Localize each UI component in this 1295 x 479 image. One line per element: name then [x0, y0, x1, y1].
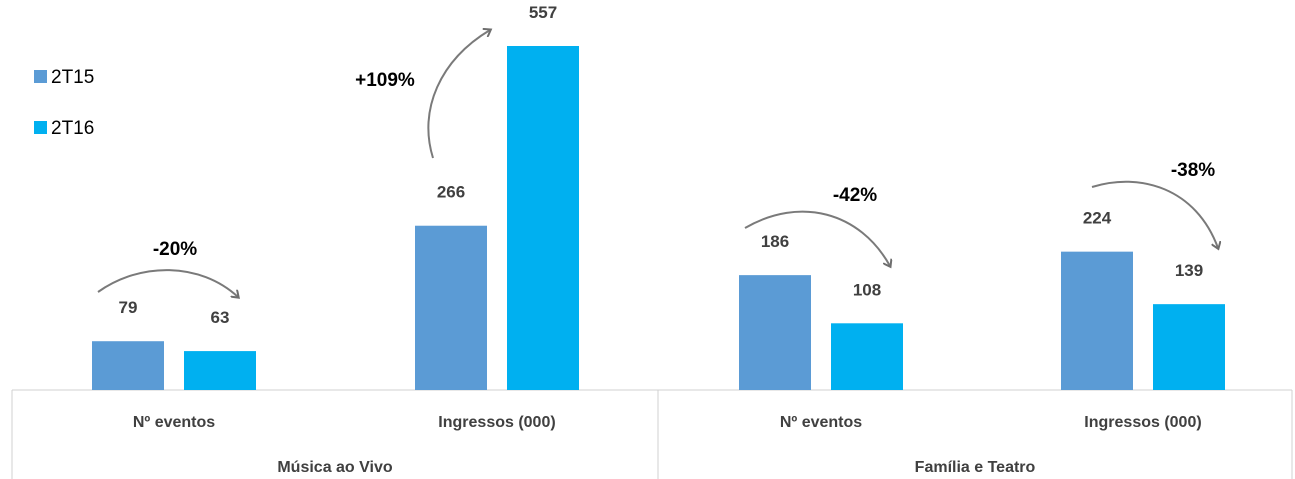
group-label-familia: Família e Teatro: [915, 459, 1036, 476]
bar-2t15-1: [92, 341, 164, 390]
category-label-3: Nº eventos: [780, 414, 862, 431]
data-label-2t15-3: 186: [761, 232, 789, 251]
change-label-4: -38%: [1171, 160, 1215, 181]
arrow-2: [427, 30, 490, 159]
bar-2t16-1: [184, 351, 256, 390]
legend: 2T15 2T16: [34, 67, 94, 139]
legend-label-2t16: 2T16: [51, 118, 94, 139]
data-label-2t16-3: 108: [853, 280, 881, 299]
change-label-3: -42%: [833, 185, 877, 206]
legend-label-2t15: 2T15: [51, 67, 94, 88]
arrow-3: [744, 210, 890, 266]
data-label-2t16-4: 139: [1175, 261, 1203, 280]
bars: 79 266 186 224 63 557 108 139: [92, 3, 1225, 390]
bar-2t16-3: [831, 323, 903, 390]
change-label-2: +109%: [355, 70, 415, 91]
change-label-1: -20%: [153, 239, 197, 260]
data-label-2t15-2: 266: [437, 183, 465, 202]
data-label-2t16-1: 63: [211, 308, 230, 327]
legend-swatch-2t15: [34, 70, 47, 83]
bar-2t15-4: [1061, 251, 1133, 390]
group-label-musica: Música ao Vivo: [277, 459, 393, 476]
bar-2t16-4: [1153, 304, 1225, 390]
axis-frame: [11, 389, 1293, 479]
data-label-2t15-1: 79: [119, 298, 138, 317]
bar-2t15-3: [739, 275, 811, 390]
bar-2t15-2: [415, 225, 487, 390]
legend-swatch-2t16: [34, 121, 47, 134]
category-label-1: Nº eventos: [133, 414, 215, 431]
bar-2t16-2: [507, 46, 579, 390]
data-label-2t15-4: 224: [1083, 209, 1112, 228]
category-label-2: Ingressos (000): [438, 414, 555, 431]
arrow-1: [97, 269, 238, 297]
category-label-4: Ingressos (000): [1084, 414, 1201, 431]
arrow-4: [1091, 180, 1218, 248]
change-arrows: [97, 30, 1218, 297]
data-label-2t16-2: 557: [529, 3, 557, 22]
